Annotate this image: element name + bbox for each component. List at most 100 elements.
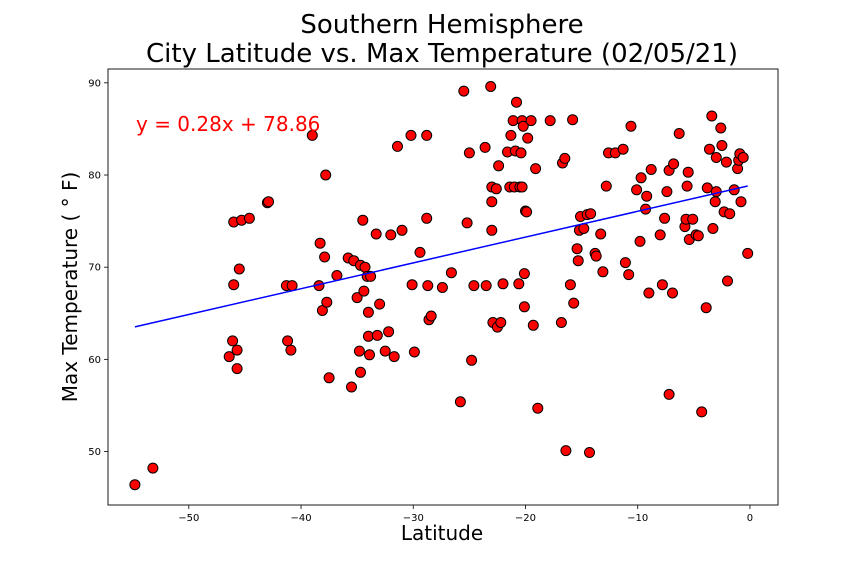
x-tick-label: −10	[627, 513, 648, 524]
data-point	[515, 147, 527, 159]
data-point	[544, 115, 556, 127]
data-point	[597, 266, 609, 278]
data-point	[522, 132, 534, 144]
y-tick-label: 50	[88, 447, 101, 458]
data-point	[357, 214, 369, 226]
data-point	[359, 261, 371, 273]
data-point	[285, 344, 297, 356]
y-tick-label: 80	[88, 171, 101, 182]
data-point	[355, 366, 366, 378]
data-point	[231, 363, 243, 375]
data-point	[737, 152, 749, 163]
data-point	[715, 122, 727, 134]
data-point	[370, 228, 382, 240]
data-point	[682, 166, 694, 178]
data-point	[568, 297, 580, 309]
data-point	[321, 296, 333, 308]
data-point	[595, 228, 607, 240]
data-point	[346, 381, 357, 393]
data-point	[513, 278, 525, 290]
x-ticks: −50 −40 −30 −20 −10 0	[178, 505, 753, 524]
data-point	[656, 279, 668, 291]
data-point	[233, 263, 245, 275]
data-point	[518, 268, 530, 280]
data-point	[681, 180, 693, 192]
data-point	[600, 180, 612, 192]
data-point	[735, 196, 747, 208]
data-point	[590, 250, 602, 262]
data-point	[742, 247, 754, 259]
data-point	[654, 229, 666, 241]
data-point	[463, 147, 475, 159]
data-point	[564, 279, 576, 291]
data-point	[722, 275, 733, 287]
regression-equation: y = 0.28x + 78.86	[136, 112, 320, 136]
data-point	[383, 326, 395, 338]
data-point	[147, 462, 159, 474]
data-point	[486, 224, 498, 236]
data-point	[625, 120, 637, 132]
data-point	[516, 181, 528, 193]
data-point	[306, 129, 318, 141]
chart-subtitle: City Latitude vs. Max Temperature (02/05…	[146, 39, 738, 69]
data-point	[560, 445, 572, 457]
points-layer	[129, 81, 754, 491]
data-point	[351, 292, 363, 304]
data-point	[521, 206, 533, 218]
data-point	[364, 349, 375, 361]
data-point	[461, 217, 473, 229]
data-point	[692, 230, 704, 242]
data-point	[687, 213, 699, 225]
data-point	[567, 114, 579, 126]
data-point	[414, 246, 426, 258]
data-point	[645, 164, 657, 175]
chart-title: Southern Hemisphere	[300, 10, 583, 40]
data-point	[701, 182, 713, 194]
data-point	[641, 190, 653, 202]
data-point	[353, 345, 365, 357]
data-point	[362, 306, 374, 318]
data-point	[396, 224, 408, 236]
data-point	[425, 310, 437, 322]
data-point	[710, 152, 722, 163]
y-tick-label: 70	[88, 263, 101, 274]
data-point	[631, 184, 643, 196]
data-point	[527, 319, 539, 331]
data-point	[663, 388, 675, 400]
x-tick-label: −20	[515, 513, 536, 524]
data-point	[493, 160, 505, 172]
y-axis-label: Max Temperature ( ° F)	[58, 172, 82, 403]
data-point	[635, 172, 647, 184]
data-point	[559, 152, 571, 164]
data-point	[700, 302, 712, 314]
data-point	[532, 402, 544, 414]
data-point	[388, 351, 400, 363]
data-point	[623, 269, 635, 281]
data-point	[707, 223, 719, 234]
data-point	[320, 169, 332, 181]
data-point	[517, 120, 529, 132]
data-point	[466, 354, 478, 366]
y-tick-label: 90	[88, 78, 101, 89]
data-point	[555, 317, 567, 328]
data-point	[571, 243, 583, 255]
data-point	[505, 129, 517, 141]
data-point	[585, 208, 597, 220]
data-point	[696, 406, 708, 418]
y-tick-label: 60	[88, 355, 101, 366]
data-point	[458, 85, 470, 97]
data-point	[530, 163, 542, 175]
data-point	[421, 212, 433, 224]
data-point	[617, 143, 629, 155]
data-point	[485, 81, 497, 92]
data-point	[659, 212, 671, 224]
data-point	[282, 335, 294, 347]
data-point	[468, 280, 480, 292]
data-point	[479, 141, 491, 153]
data-point	[374, 298, 386, 310]
x-tick-label: 0	[747, 513, 753, 524]
data-point	[643, 287, 655, 299]
data-point	[406, 279, 418, 291]
data-point	[227, 335, 239, 347]
